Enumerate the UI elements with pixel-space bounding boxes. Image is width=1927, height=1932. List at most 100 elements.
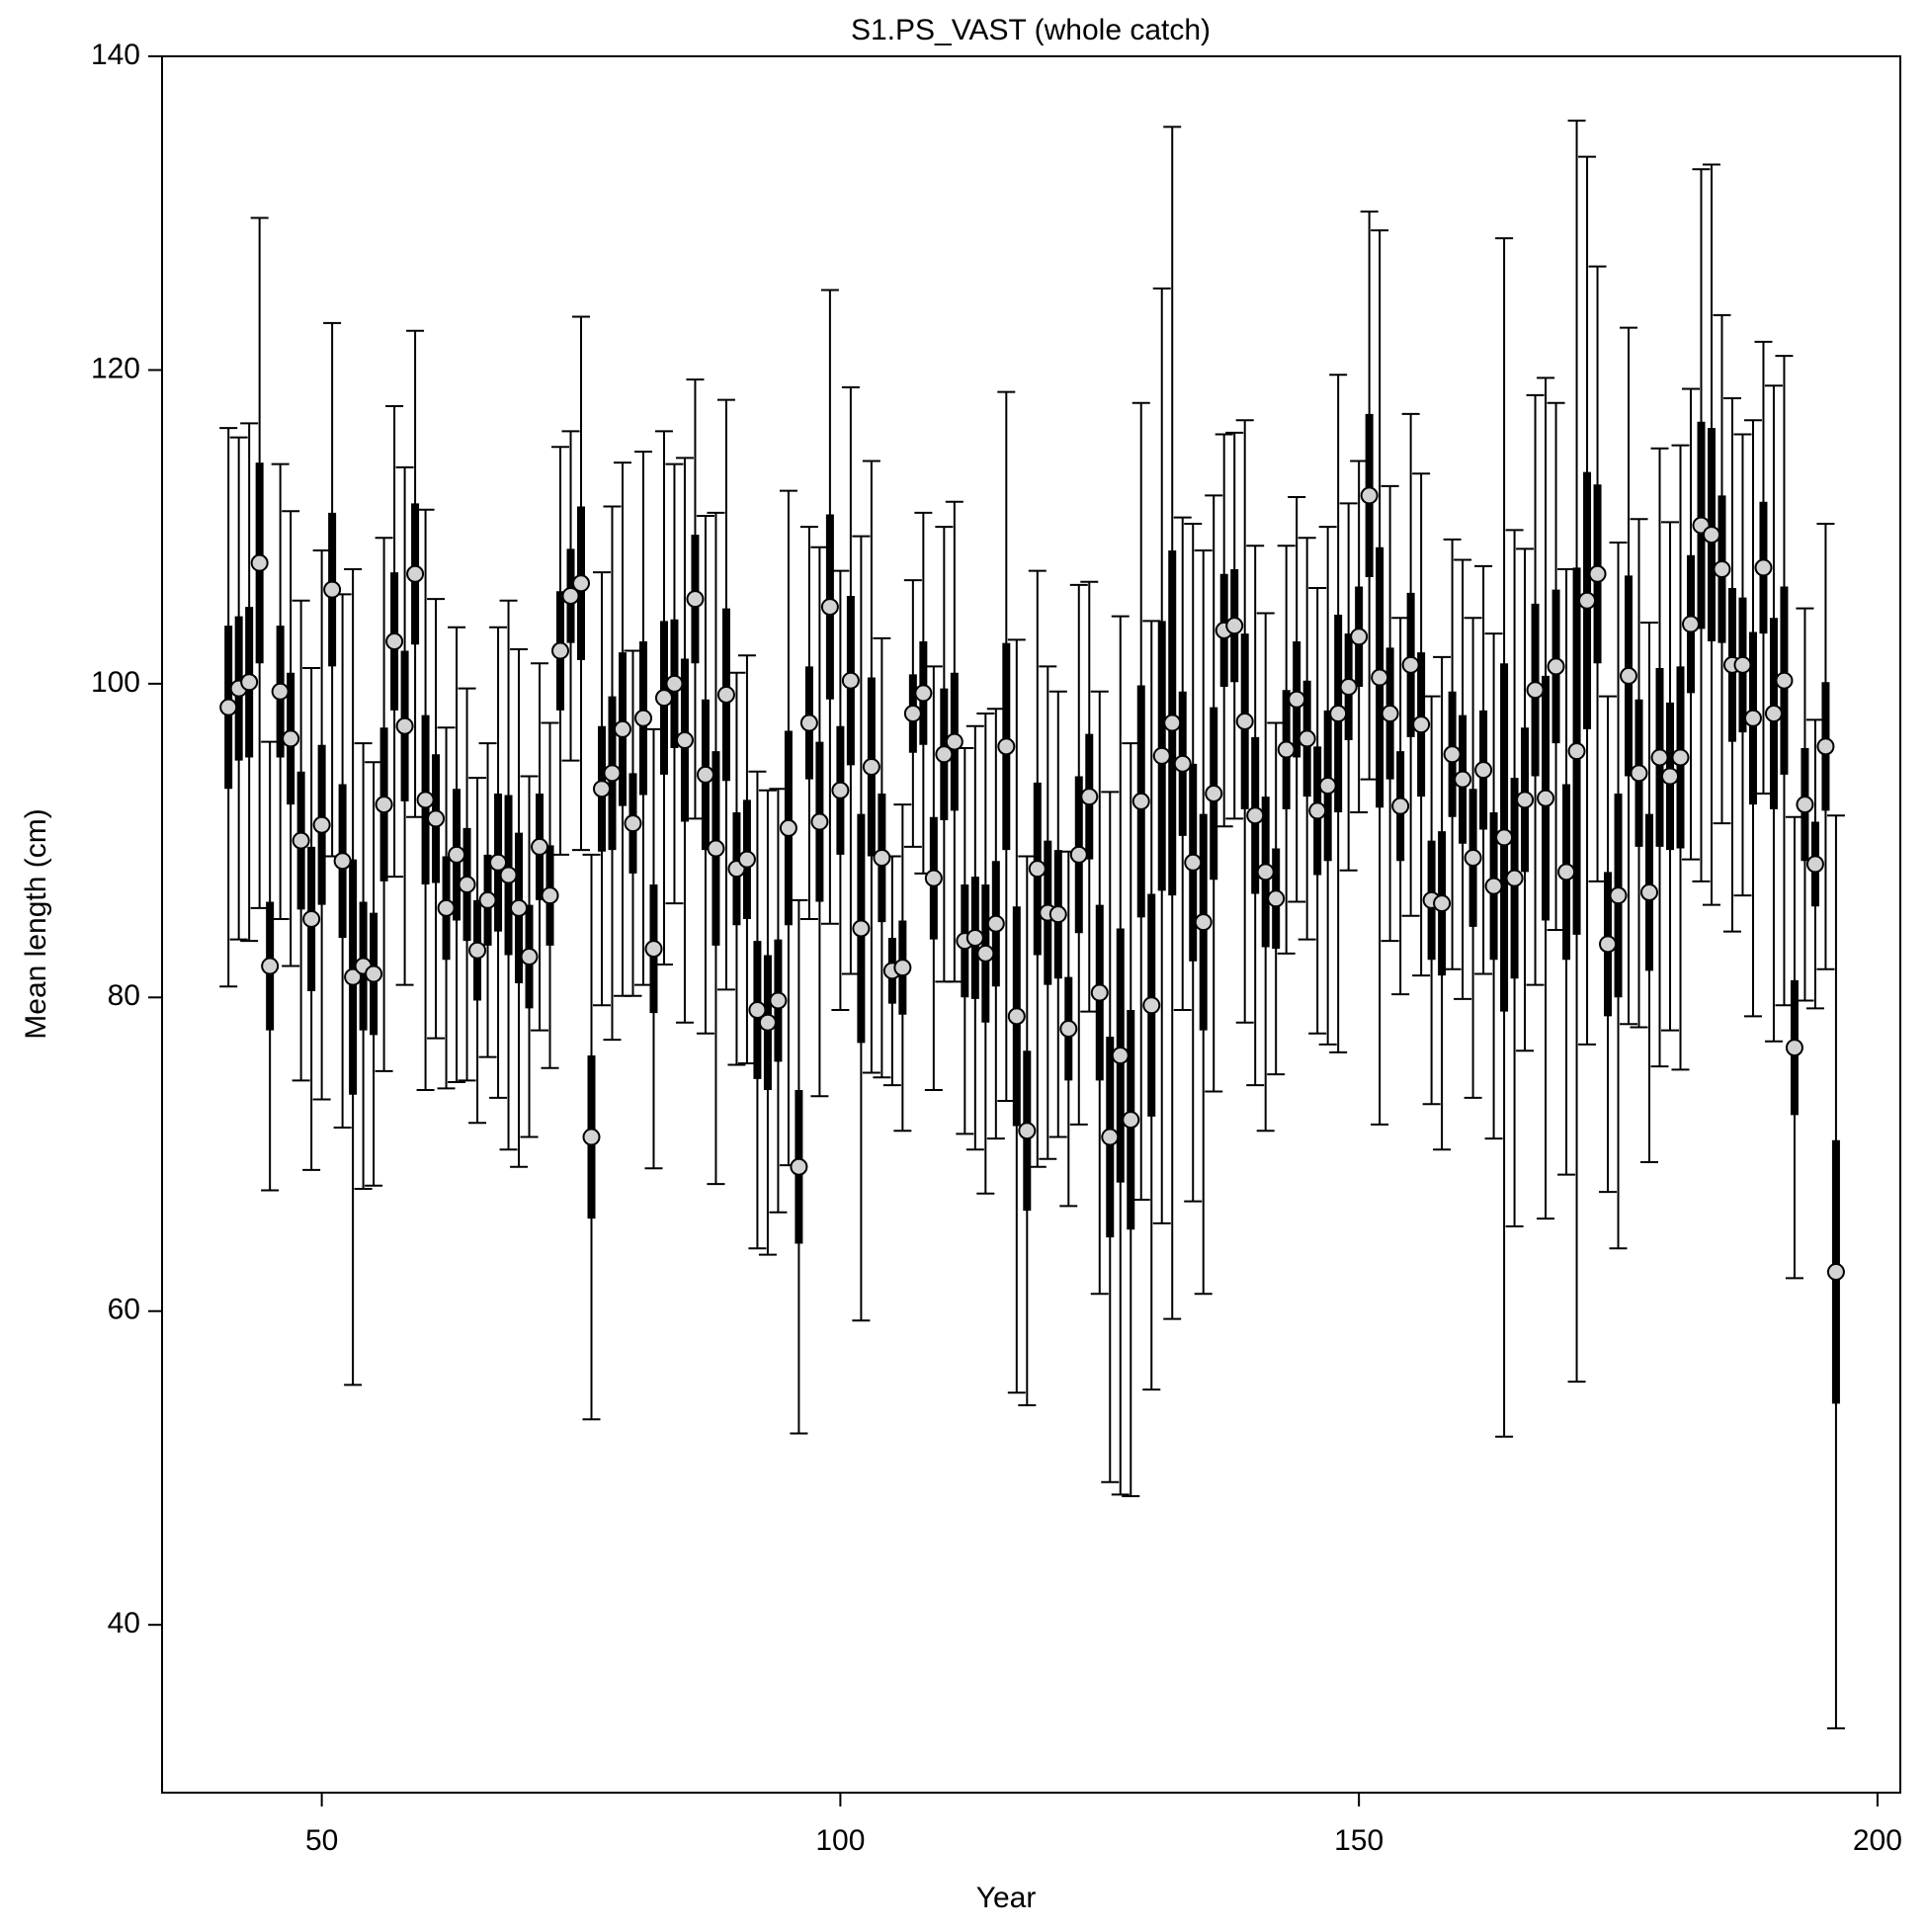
- point: [1329, 705, 1348, 723]
- point: [924, 869, 943, 887]
- point: [1277, 740, 1296, 759]
- point: [1484, 877, 1503, 895]
- point: [385, 632, 404, 651]
- point: [1101, 1128, 1120, 1146]
- point: [1235, 712, 1254, 730]
- point: [779, 818, 797, 837]
- x-tick-label: 200: [1853, 1824, 1902, 1857]
- point: [1308, 801, 1327, 820]
- point: [716, 685, 735, 704]
- point: [1412, 715, 1431, 734]
- point: [1454, 770, 1472, 789]
- point: [1816, 737, 1835, 756]
- point: [1681, 615, 1700, 633]
- point: [1805, 855, 1824, 874]
- point: [633, 709, 652, 727]
- point: [395, 716, 414, 735]
- point: [903, 705, 922, 723]
- point: [1516, 791, 1535, 809]
- y-tick-label: 40: [108, 1607, 140, 1639]
- point: [841, 671, 860, 690]
- point: [437, 898, 456, 917]
- point: [603, 764, 622, 783]
- point: [261, 957, 280, 975]
- point: [468, 941, 487, 960]
- point: [976, 944, 995, 963]
- point: [1567, 742, 1586, 761]
- point: [312, 815, 331, 834]
- point: [1018, 1122, 1037, 1140]
- point: [696, 765, 714, 784]
- x-tick-label: 150: [1334, 1824, 1383, 1857]
- point: [675, 731, 694, 750]
- point: [1661, 767, 1680, 786]
- point: [478, 890, 497, 909]
- point: [1505, 869, 1524, 887]
- point: [1785, 1039, 1803, 1057]
- point: [592, 780, 611, 798]
- point: [448, 845, 466, 864]
- point: [375, 796, 393, 814]
- point: [292, 831, 310, 850]
- point: [769, 991, 788, 1010]
- point: [427, 809, 446, 828]
- point: [758, 1013, 777, 1032]
- point: [1069, 845, 1088, 864]
- point: [1764, 705, 1783, 723]
- point: [1620, 666, 1638, 685]
- point: [965, 928, 984, 947]
- point: [1796, 796, 1814, 814]
- point: [1246, 806, 1265, 825]
- y-tick-label: 120: [91, 352, 140, 384]
- point: [1122, 1111, 1140, 1130]
- point: [1205, 784, 1223, 802]
- point: [406, 564, 425, 583]
- point: [510, 898, 529, 917]
- point: [1474, 761, 1493, 780]
- point: [852, 919, 871, 938]
- point: [1267, 889, 1286, 908]
- point: [333, 852, 352, 871]
- point: [1173, 754, 1192, 773]
- y-tick-label: 80: [108, 979, 140, 1012]
- point: [1495, 828, 1514, 847]
- point: [1588, 564, 1607, 583]
- point: [541, 886, 559, 905]
- point: [282, 729, 300, 748]
- point: [1318, 777, 1337, 796]
- point: [1578, 591, 1597, 610]
- point: [1163, 714, 1182, 732]
- point: [323, 580, 342, 599]
- point: [1194, 913, 1213, 932]
- point: [1090, 983, 1109, 1002]
- point: [1184, 853, 1203, 872]
- point: [416, 791, 435, 809]
- point: [613, 719, 631, 738]
- point: [271, 682, 290, 701]
- point: [893, 959, 912, 977]
- point: [1111, 1047, 1130, 1065]
- y-axis-label: Mean length (cm): [20, 808, 52, 1039]
- point: [572, 574, 591, 593]
- point: [686, 590, 705, 609]
- point: [365, 965, 383, 983]
- x-tick-label: 50: [305, 1824, 338, 1857]
- point: [1547, 657, 1565, 676]
- point: [737, 850, 756, 869]
- point: [1298, 729, 1316, 748]
- y-tick-label: 140: [91, 39, 140, 71]
- point: [1080, 788, 1099, 806]
- point: [986, 914, 1005, 933]
- point: [1713, 560, 1731, 579]
- point: [1526, 681, 1545, 700]
- point: [945, 732, 964, 751]
- point: [1443, 745, 1462, 764]
- point: [831, 781, 850, 799]
- point: [1464, 849, 1482, 868]
- point: [302, 909, 321, 928]
- point: [489, 853, 508, 872]
- point: [654, 689, 673, 708]
- y-tick-label: 100: [91, 666, 140, 699]
- y-tick-label: 60: [108, 1294, 140, 1326]
